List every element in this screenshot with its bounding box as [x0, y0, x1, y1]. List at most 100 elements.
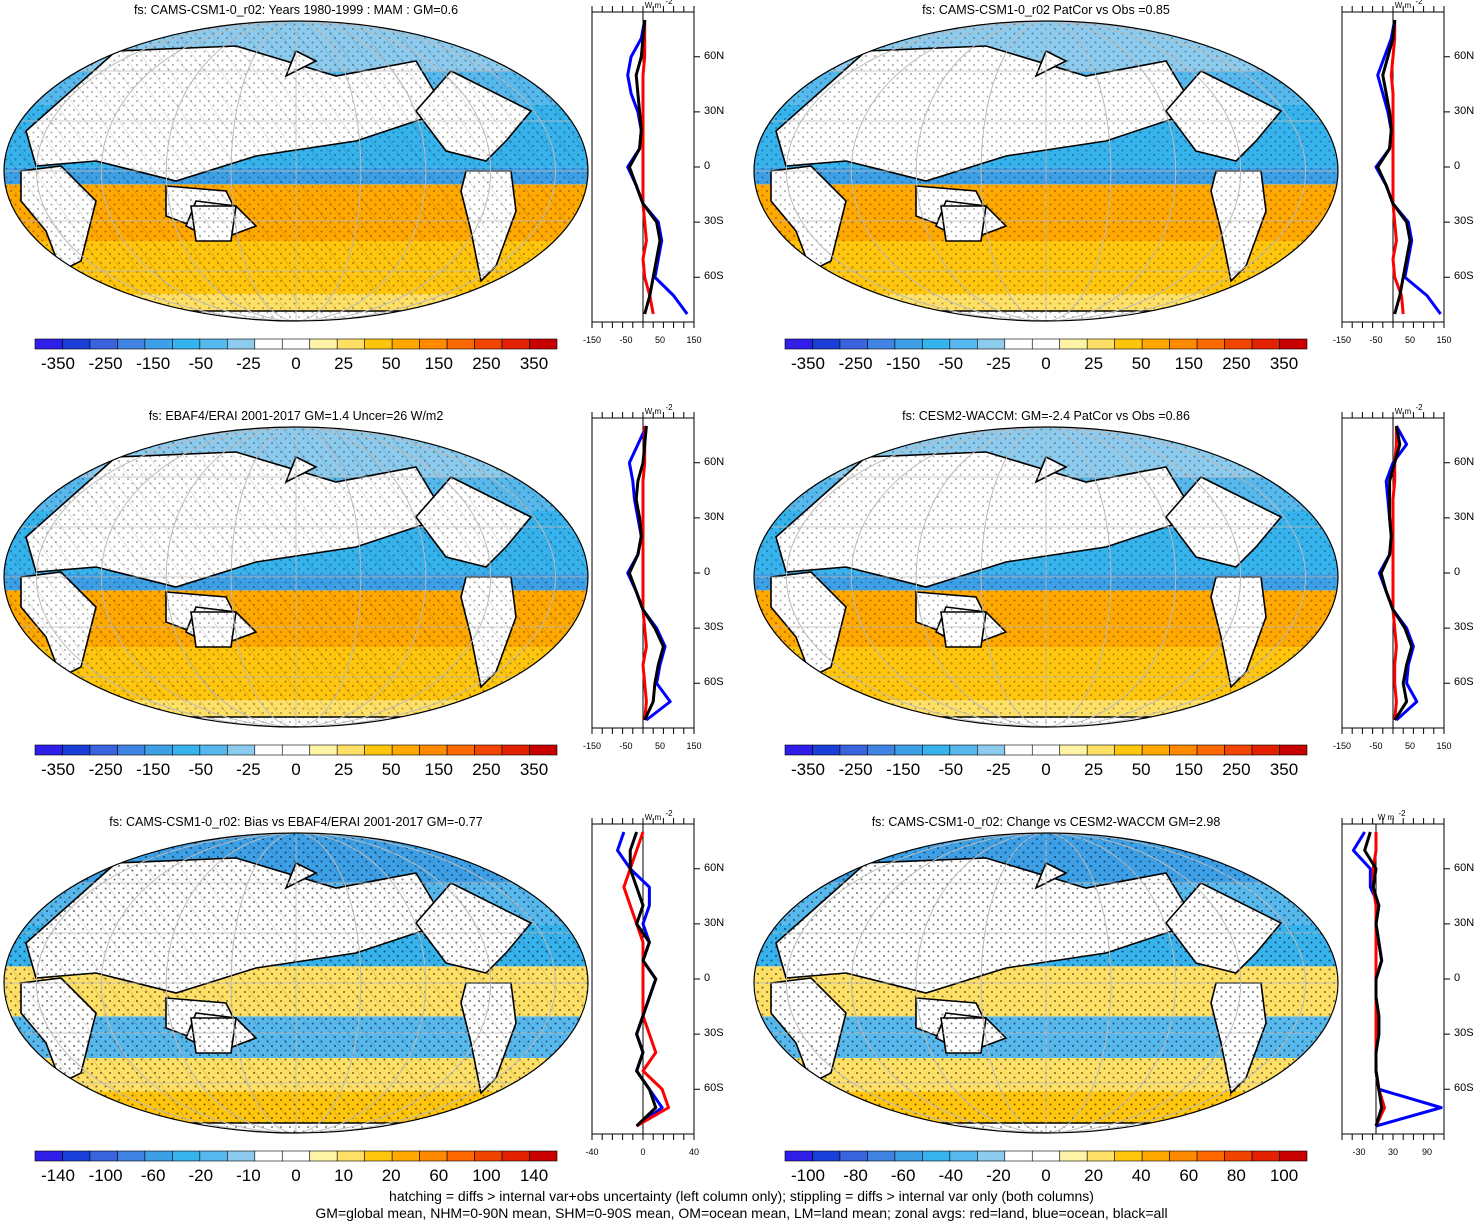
colorbar-box — [1169, 338, 1198, 350]
colorbar-box — [1251, 1150, 1280, 1162]
colorbar-tick-label: -50 — [938, 354, 964, 373]
panel-title: fs: CAMS-CSM1-0_r02: Change vs CESM2-WAC… — [871, 815, 1221, 829]
colorbar-tick-label: -150 — [886, 354, 921, 373]
colorbar-box — [34, 1150, 63, 1162]
colorbar-box — [391, 744, 420, 756]
colorbar-box — [281, 338, 311, 350]
zonal-x-tick-label: -50 — [619, 335, 633, 345]
colorbar-tick-label: 40 — [1131, 1166, 1151, 1185]
colorbar-tick-label: -50 — [188, 760, 214, 779]
zonal-series-ocean — [626, 19, 689, 315]
colorbar-tick-label: -25 — [986, 354, 1011, 373]
zonal-mean-plot — [591, 818, 700, 1140]
colorbar-box — [501, 744, 530, 756]
zonal-mean-plot — [1341, 6, 1450, 328]
zonal-x-tick-label: 150 — [1436, 335, 1452, 345]
zonal-lat-label: 30N — [1454, 104, 1475, 117]
zonal-mean-plot — [591, 6, 700, 328]
colorbar-box — [867, 1150, 896, 1162]
colorbar-tick-label: -350 — [790, 760, 826, 779]
colorbar-tick-label: -140 — [40, 1166, 76, 1185]
colorbar-box — [172, 744, 201, 756]
zonal-lat-label: 30N — [704, 916, 725, 929]
colorbar-tick-label: 50 — [1131, 760, 1151, 779]
map-border — [3, 832, 589, 1134]
zonal-lat-label: 30S — [1454, 621, 1474, 634]
colorbar-box — [446, 338, 475, 350]
colorbar-tick-label: -60 — [140, 1166, 166, 1185]
zonal-unit-label: W m — [1377, 813, 1395, 822]
colorbar-box — [281, 1150, 311, 1162]
colorbar-box — [227, 744, 256, 756]
graticule-lon — [230, 833, 362, 1133]
panel-3 — [3, 412, 700, 756]
colorbar-box — [391, 338, 420, 350]
colorbar-box — [254, 338, 283, 350]
colorbar-tick-label: -25 — [236, 760, 261, 779]
colorbar-box — [784, 1150, 813, 1162]
zonal-lat-label: 60S — [704, 676, 724, 689]
colorbar-box — [419, 744, 448, 756]
colorbar-tick-label: -150 — [886, 760, 921, 779]
colorbar-box — [529, 744, 558, 756]
colorbar-tick-label: 25 — [1084, 760, 1104, 779]
colorbar-box — [1004, 338, 1033, 350]
colorbar-tick-label: 150 — [424, 354, 453, 373]
graticule-lon — [850, 427, 1242, 727]
colorbar-box — [117, 1150, 146, 1162]
zonal-lat-label: 60N — [704, 861, 725, 874]
zonal-lat-label: 60N — [1454, 455, 1475, 468]
zonal-unit-label: W m — [644, 1, 662, 10]
colorbar-tick-label: 150 — [424, 760, 453, 779]
zonal-x-tick-label: -50 — [1369, 741, 1383, 751]
colorbar-box — [894, 744, 923, 756]
colorbar-box — [839, 1150, 868, 1162]
zonal-series-all — [1379, 425, 1414, 721]
panel-4 — [753, 412, 1450, 756]
colorbar-box — [1224, 1150, 1253, 1162]
zonal-axes-frame — [1341, 823, 1445, 1135]
colorbar-box — [1196, 338, 1225, 350]
colorbar-tick-label: 250 — [472, 760, 501, 779]
colorbar-tick-label: -350 — [790, 354, 826, 373]
graticule-lon — [980, 833, 1112, 1133]
colorbar-box — [336, 1150, 365, 1162]
colorbar-box — [89, 338, 118, 350]
colorbar-tick-label: 350 — [1269, 760, 1299, 779]
colorbar-box — [1086, 1150, 1115, 1162]
colorbar-tick-label: 25 — [334, 760, 354, 779]
map-field — [4, 427, 588, 727]
colorbar-box — [1114, 1150, 1143, 1162]
zonal-series-land — [622, 831, 670, 1128]
colorbar-box — [1004, 1150, 1033, 1162]
zonal-series-land — [641, 20, 655, 315]
colorbar-box — [784, 744, 813, 756]
zonal-lat-label: 60S — [1454, 1082, 1474, 1095]
colorbar-tick-label: 20 — [1084, 1166, 1104, 1185]
zonal-mean-plot — [1341, 818, 1450, 1140]
graticule-lon — [980, 427, 1112, 727]
colorbar-tick-label: 20 — [381, 1166, 401, 1185]
zonal-lat-label: 30N — [1454, 510, 1475, 523]
map-border — [3, 20, 589, 322]
zonal-unit-label: W m — [644, 813, 662, 822]
zonal-lat-label: 30N — [1454, 916, 1475, 929]
graticule-lon — [230, 21, 362, 321]
colorbar-box — [391, 1150, 420, 1162]
colorbar-box — [254, 744, 283, 756]
graticule-lon — [100, 427, 492, 727]
colorbar-tick-label: -150 — [136, 760, 171, 779]
colorbar-box — [1059, 1150, 1088, 1162]
zonal-x-tick-label: 40 — [688, 1147, 700, 1157]
zonal-x-tick-label: 90 — [1421, 1147, 1433, 1157]
panel-title: fs: EBAF4/ERAI 2001-2017 GM=1.4 Uncer=26… — [148, 409, 444, 423]
colorbar-tick-label: 250 — [472, 354, 501, 373]
colorbar-box — [949, 744, 978, 756]
colorbar-box — [474, 1150, 503, 1162]
colorbar-box — [89, 744, 118, 756]
colorbar-box — [894, 1150, 923, 1162]
map-border — [753, 20, 1339, 322]
colorbar-tick-label: 350 — [1269, 354, 1299, 373]
zonal-lat-label: 0 — [1454, 160, 1461, 172]
zonal-x-tick-label: 50 — [654, 741, 666, 751]
